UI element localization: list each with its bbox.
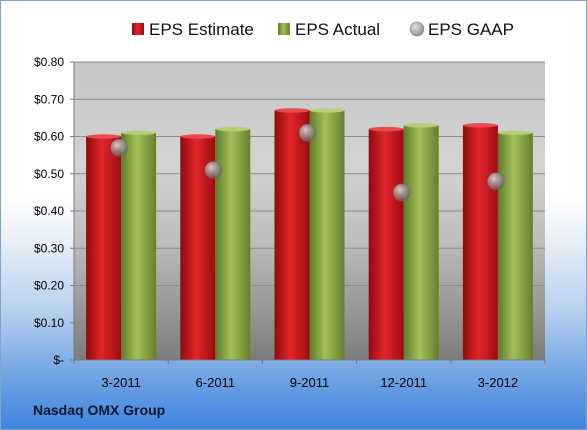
bar-eps-actual-top xyxy=(309,108,345,113)
bar-eps-actual-top xyxy=(403,123,439,128)
bar-eps-actual xyxy=(497,132,533,360)
x-tick-label: 3-2012 xyxy=(478,375,518,390)
bar-eps-actual-top xyxy=(497,130,533,135)
bar-eps-estimate xyxy=(274,110,310,360)
legend-label: EPS Estimate xyxy=(149,20,254,39)
bar-eps-actual xyxy=(215,129,251,360)
bar-eps-estimate xyxy=(368,129,404,360)
marker-eps-gaap xyxy=(486,172,505,191)
legend-swatch xyxy=(132,23,144,35)
bar-eps-estimate-top xyxy=(274,108,310,113)
y-tick-label: $0.30 xyxy=(34,241,64,255)
bar-eps-estimate xyxy=(86,136,122,360)
y-tick-label: $0.10 xyxy=(34,316,64,330)
bar-layer xyxy=(86,108,533,360)
bar-eps-actual-top xyxy=(215,126,251,132)
bar-eps-actual-top xyxy=(121,130,157,135)
y-axis: $- $0.10 $0.20 $0.30 $0.40 $0.50 $0.60 $0.70 $0.… xyxy=(34,55,75,367)
y-tick-label: $0.50 xyxy=(34,167,64,181)
legend-label: EPS Actual xyxy=(295,20,380,39)
x-axis: 3-2011 6-2011 9-2011 12-2011 3-2012 xyxy=(73,359,546,390)
bar-eps-estimate-top xyxy=(462,123,498,128)
bar-eps-actual xyxy=(309,110,345,360)
bar-eps-estimate-top xyxy=(368,126,404,132)
bar-eps-estimate xyxy=(462,125,498,360)
bar-eps-estimate-top xyxy=(86,134,122,139)
y-tick-label: $0.60 xyxy=(34,130,64,144)
marker-eps-gaap xyxy=(392,183,411,202)
source-label: Nasdaq OMX Group xyxy=(33,402,166,418)
gaap-marker-layer xyxy=(110,123,505,202)
bar-eps-actual xyxy=(121,132,157,360)
x-tick-label: 3-2011 xyxy=(101,375,141,390)
x-tick-label: 6-2011 xyxy=(196,375,236,390)
y-tick-label: $0.20 xyxy=(34,279,64,293)
legend-swatch xyxy=(409,21,425,37)
bar-eps-actual xyxy=(403,125,439,360)
marker-eps-gaap xyxy=(298,123,317,142)
x-tick-label: 9-2011 xyxy=(290,375,330,390)
marker-eps-gaap xyxy=(204,161,223,179)
legend-label: EPS GAAP xyxy=(428,20,514,39)
y-tick-label: $0.40 xyxy=(34,204,64,218)
marker-eps-gaap xyxy=(110,138,128,157)
legend-swatch xyxy=(278,23,290,35)
bar-eps-estimate-top xyxy=(180,134,216,139)
y-tick-label: $- xyxy=(53,353,64,367)
x-tick-label: 12-2011 xyxy=(380,375,427,390)
y-tick-label: $0.80 xyxy=(34,55,64,69)
legend: EPS Estimate EPS Actual EPS GAAP xyxy=(132,20,514,39)
y-tick-label: $0.70 xyxy=(34,92,64,106)
